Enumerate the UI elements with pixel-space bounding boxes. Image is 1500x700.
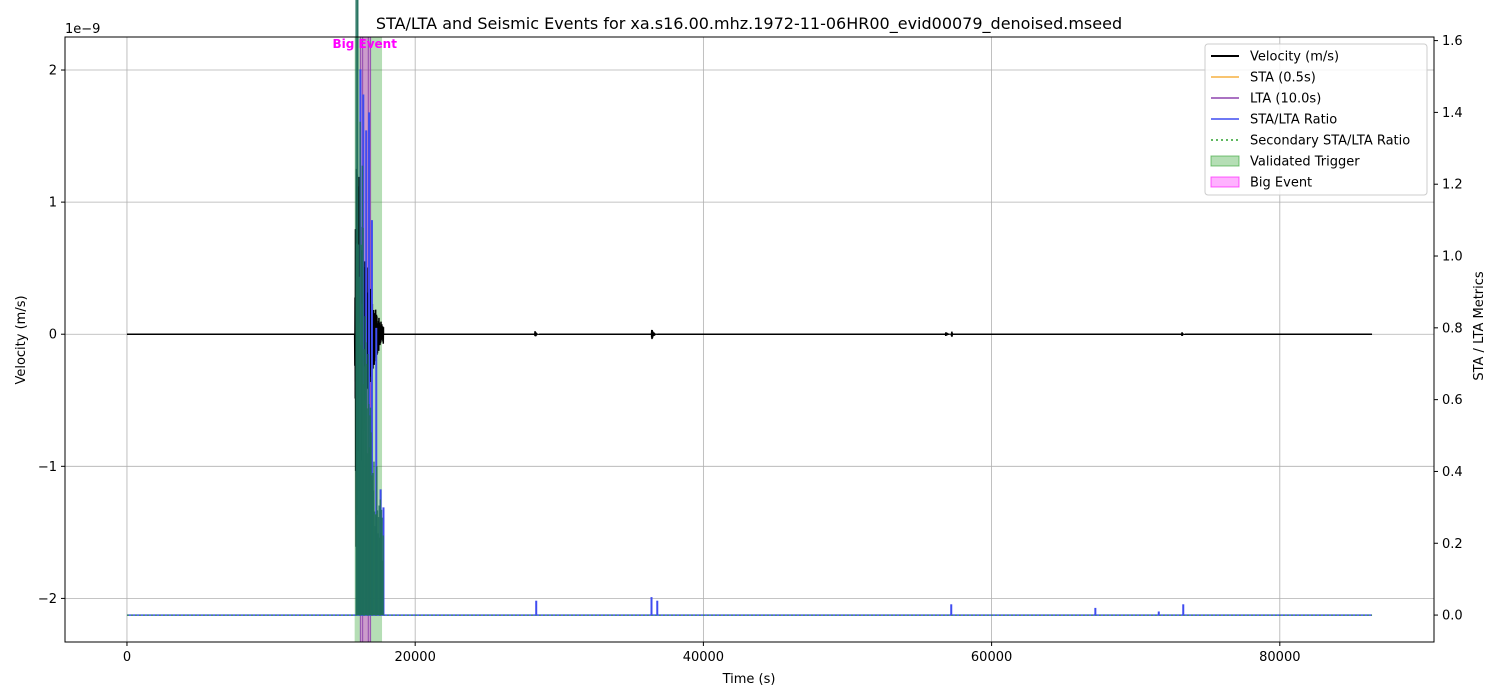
- velocity-series-line: [126, 168, 1373, 547]
- plot-frame: [64, 36, 1435, 643]
- x-tick-label: 20000: [394, 650, 435, 665]
- y-right-tick-label: 1.6: [1442, 34, 1463, 49]
- y-right-tick-label: 1.4: [1442, 106, 1463, 121]
- y-axis-offset-label: 1e−9: [65, 22, 100, 37]
- x-tick-label: 80000: [1259, 650, 1300, 665]
- y-left-tick-label: 0: [49, 328, 57, 343]
- y-left-tick-label: 2: [49, 64, 57, 79]
- legend-box: [1204, 43, 1428, 196]
- x-axis-label: Time (s): [722, 672, 776, 687]
- y-left-tick-label: 1: [49, 196, 57, 211]
- y-right-tick-label: 0.2: [1442, 537, 1463, 552]
- y-right-tick-label: 0.4: [1442, 465, 1463, 480]
- legend-entry-label: Validated Trigger: [1250, 155, 1360, 170]
- legend-entry-label: Big Event: [1250, 176, 1312, 191]
- big-event-annotation: Big Event: [333, 37, 398, 51]
- x-tick-label: 60000: [971, 650, 1012, 665]
- legend: Velocity (m/s) STA (0.5s) LTA (10.0s) STA/L…: [1204, 43, 1428, 196]
- y-right-tick-label: 1.0: [1442, 250, 1463, 265]
- chart-title: STA/LTA and Seismic Events for xa.s16.00…: [376, 14, 1122, 34]
- y-axis-left-label: Velocity (m/s): [14, 295, 29, 384]
- legend-entry-label: Velocity (m/s): [1250, 50, 1339, 65]
- x-tick-label: 0: [123, 650, 131, 665]
- legend-swatch: [1210, 155, 1240, 167]
- y-right-tick-label: 0.0: [1442, 609, 1463, 624]
- series-lines: [126, 0, 1373, 616]
- y-left-tick-label: −1: [38, 460, 57, 475]
- y-right-tick-label: 1.2: [1442, 178, 1463, 193]
- y-right-tick-label: 0.8: [1442, 321, 1463, 336]
- y-right-tick-label: 0.6: [1442, 393, 1463, 408]
- x-tick-label: 40000: [683, 650, 724, 665]
- axis-ticks: 0 20000 40000 60000 80000 −2 −1 0 1 2 0.0 0.2 0.4 0.6…: [38, 34, 1463, 665]
- y-axis-right-label: STA / LTA Metrics: [1472, 271, 1487, 381]
- legend-entry-label: Secondary STA/LTA Ratio: [1250, 134, 1410, 149]
- legend-swatch: [1210, 176, 1240, 188]
- legend-entry-label: LTA (10.0s): [1250, 92, 1321, 107]
- y-left-tick-label: −2: [38, 592, 57, 607]
- legend-entry-label: STA (0.5s): [1250, 71, 1316, 86]
- legend-entry-label: STA/LTA Ratio: [1250, 113, 1337, 128]
